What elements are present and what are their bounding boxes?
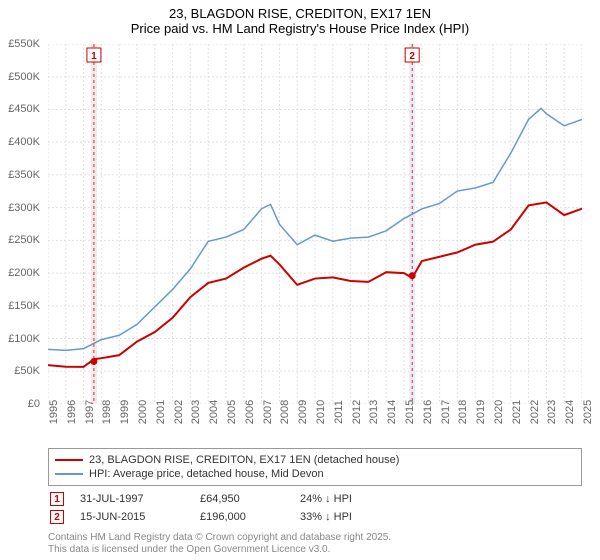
x-tick-label: 2006 (244, 400, 256, 424)
chart-plot-area: 12 (48, 44, 582, 404)
y-tick-label: £0 (28, 398, 40, 410)
x-tick-label: 2022 (529, 400, 541, 424)
marker-date: 31-JUL-1997 (80, 493, 200, 505)
x-tick-label: 2025 (582, 400, 594, 424)
attribution: Contains HM Land Registry data © Crown c… (48, 532, 391, 556)
x-tick-label: 2010 (315, 400, 327, 424)
x-tick-label: 2004 (208, 400, 220, 424)
marker-num-box: 2 (50, 510, 64, 524)
y-tick-label: £250K (8, 234, 40, 246)
y-tick-label: £50K (14, 365, 40, 377)
svg-text:2: 2 (409, 51, 415, 62)
x-tick-label: 2003 (190, 400, 202, 424)
y-tick-label: £550K (8, 38, 40, 50)
x-tick-label: 2013 (368, 400, 380, 424)
x-tick-label: 2011 (333, 400, 345, 424)
y-tick-label: £500K (8, 71, 40, 83)
x-tick-label: 2016 (422, 400, 434, 424)
x-tick-label: 2024 (564, 400, 576, 424)
legend-label: HPI: Average price, detached house, Mid … (89, 468, 324, 480)
y-tick-label: £450K (8, 103, 40, 115)
x-tick-label: 2002 (173, 400, 185, 424)
chart-svg: 12 (48, 44, 582, 404)
marker-row: 2 15-JUN-2015£196,00033% ↓ HPI (48, 508, 582, 526)
title-line1: 23, BLAGDON RISE, CREDITON, EX17 1EN (0, 6, 600, 21)
marker-num-box: 1 (50, 492, 64, 506)
x-tick-label: 1995 (48, 400, 60, 424)
x-tick-label: 2015 (404, 400, 416, 424)
x-tick-label: 2012 (351, 400, 363, 424)
legend-label: 23, BLAGDON RISE, CREDITON, EX17 1EN (de… (89, 454, 399, 466)
attribution-line2: This data is licensed under the Open Gov… (48, 544, 391, 556)
x-tick-label: 2001 (155, 400, 167, 424)
legend: 23, BLAGDON RISE, CREDITON, EX17 1EN (de… (48, 448, 582, 486)
x-tick-label: 2009 (297, 400, 309, 424)
x-tick-label: 2014 (386, 400, 398, 424)
svg-text:1: 1 (91, 51, 97, 62)
x-tick-label: 2020 (493, 400, 505, 424)
legend-item: HPI: Average price, detached house, Mid … (55, 467, 575, 481)
x-tick-label: 1999 (119, 400, 131, 424)
x-tick-label: 2008 (279, 400, 291, 424)
y-tick-label: £200K (8, 267, 40, 279)
y-tick-label: £150K (8, 300, 40, 312)
x-tick-label: 2021 (511, 400, 523, 424)
attribution-line1: Contains HM Land Registry data © Crown c… (48, 532, 391, 544)
marker-row: 1 31-JUL-1997£64,95024% ↓ HPI (48, 490, 582, 508)
y-tick-label: £100K (8, 333, 40, 345)
x-tick-label: 2017 (440, 400, 452, 424)
chart-container: 23, BLAGDON RISE, CREDITON, EX17 1EN Pri… (0, 0, 600, 560)
y-tick-label: £400K (8, 136, 40, 148)
x-tick-label: 2023 (546, 400, 558, 424)
x-tick-label: 2005 (226, 400, 238, 424)
x-tick-label: 1996 (66, 400, 78, 424)
y-tick-label: £350K (8, 169, 40, 181)
marker-diff: 24% ↓ HPI (300, 493, 420, 505)
x-tick-label: 2007 (262, 400, 274, 424)
y-axis: £0£50K£100K£150K£200K£250K£300K£350K£400… (0, 44, 44, 404)
x-axis: 1995199619971998199920002001200220032004… (48, 408, 582, 448)
marker-price: £64,950 (200, 493, 300, 505)
legend-swatch (55, 473, 83, 475)
legend-item: 23, BLAGDON RISE, CREDITON, EX17 1EN (de… (55, 453, 575, 467)
x-tick-label: 2018 (457, 400, 469, 424)
marker-date: 15-JUN-2015 (80, 511, 200, 523)
marker-table: 1 31-JUL-1997£64,95024% ↓ HPI 2 15-JUN-2015… (48, 490, 582, 526)
x-tick-label: 1997 (84, 400, 96, 424)
y-tick-label: £300K (8, 202, 40, 214)
x-tick-label: 2019 (475, 400, 487, 424)
marker-price: £196,000 (200, 511, 300, 523)
marker-diff: 33% ↓ HPI (300, 511, 420, 523)
x-tick-label: 1998 (101, 400, 113, 424)
x-tick-label: 2000 (137, 400, 149, 424)
title-line2: Price paid vs. HM Land Registry's House … (0, 21, 600, 36)
legend-swatch (55, 459, 83, 461)
title-block: 23, BLAGDON RISE, CREDITON, EX17 1EN Pri… (0, 0, 600, 38)
